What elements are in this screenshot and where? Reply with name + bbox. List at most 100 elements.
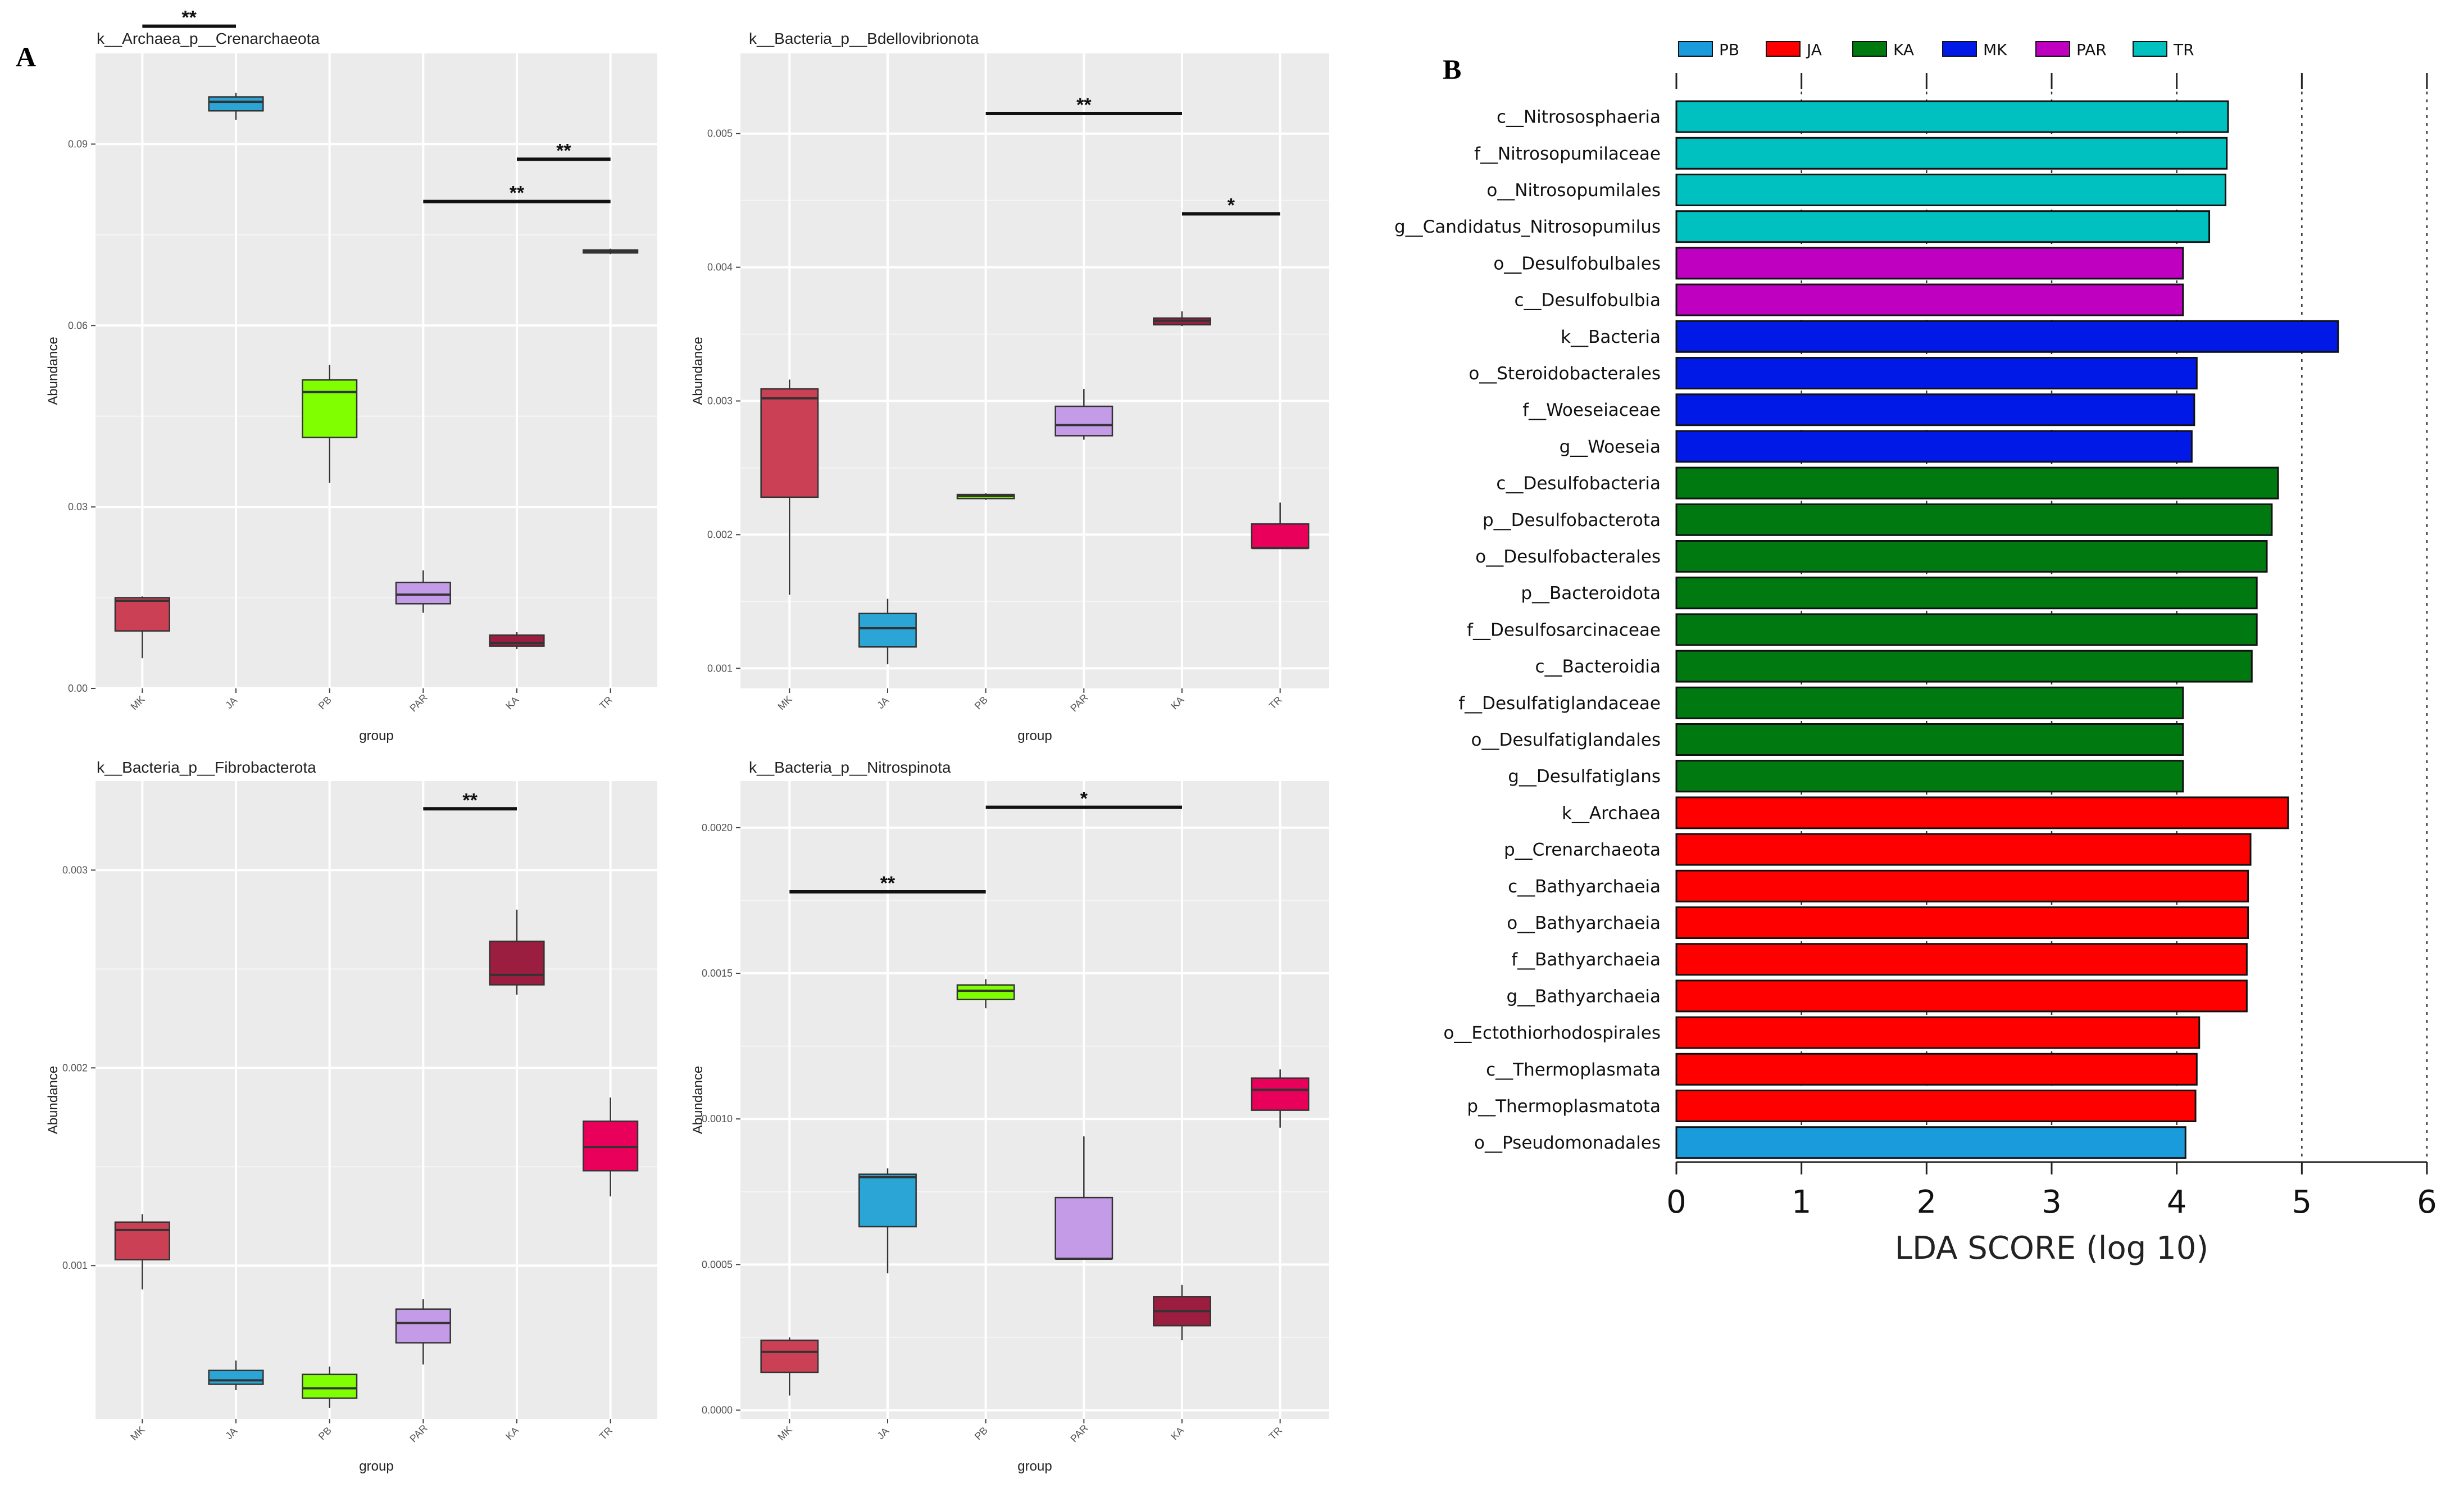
y-tick-label: 0.005 xyxy=(707,128,733,139)
lda-bar xyxy=(1675,760,2184,793)
y-tick-label: 0.0005 xyxy=(702,1259,733,1270)
legend-label: KA xyxy=(1893,40,1914,59)
x-axis-title: group xyxy=(1017,728,1052,743)
x-tick-label: PB xyxy=(316,694,334,711)
x-tick-label: MK xyxy=(775,1424,794,1443)
box-pb xyxy=(302,1366,358,1408)
lda-bar xyxy=(1675,869,2249,902)
lda-bar xyxy=(1675,833,2252,866)
lda-bar-row: o__Pseudomonadales xyxy=(1474,1126,2186,1159)
box-body xyxy=(1251,1077,1310,1111)
x-tick-label: 4 xyxy=(2167,1184,2187,1221)
lda-bar-label: p__Thermoplasmatota xyxy=(1467,1096,1661,1117)
box-body xyxy=(1251,523,1310,549)
lda-bar-label: f__Woeseiaceae xyxy=(1522,400,1661,420)
x-tick-label: JA xyxy=(875,695,891,711)
y-axis-title: Abundance xyxy=(46,1066,61,1134)
box-ka xyxy=(489,909,545,995)
lda-bar-row: c__Desulfobacteria xyxy=(1496,466,2279,500)
box-ja xyxy=(858,1168,917,1273)
lda-bar xyxy=(1675,283,2184,316)
plot-background xyxy=(96,53,657,688)
lda-bar-row: c__Thermoplasmata xyxy=(1486,1053,2198,1086)
y-axis-title: Abundance xyxy=(690,337,706,405)
x-tick-label: PB xyxy=(972,694,990,711)
box-body xyxy=(1054,1196,1113,1260)
y-tick-label: 0.002 xyxy=(707,529,733,540)
plot-background xyxy=(740,53,1329,688)
lda-bar-row: p__Bacteroidota xyxy=(1521,577,2258,610)
lda-bar-label: f__Desulfosarcinaceae xyxy=(1467,620,1661,640)
lda-bar-label: p__Bacteroidota xyxy=(1521,583,1661,604)
legend-swatch xyxy=(1766,41,1801,57)
lda-bar-label: c__Desulfobacteria xyxy=(1496,474,1661,494)
lda-bar-row: p__Thermoplasmatota xyxy=(1467,1090,2197,1122)
legend-swatch xyxy=(1942,41,1977,57)
lda-bar-row: o__Desulfobulbales xyxy=(1493,247,2184,280)
x-tick-label: TR xyxy=(597,1425,615,1442)
y-tick-label: 0.003 xyxy=(62,864,88,876)
significance-label: ** xyxy=(1076,94,1092,116)
significance-label: ** xyxy=(462,790,478,811)
lda-bar xyxy=(1675,137,2228,170)
box-mk xyxy=(760,379,819,595)
x-tick-label: KA xyxy=(1169,694,1186,711)
lda-bar-label: o__Pseudomonadales xyxy=(1474,1133,1661,1153)
y-axis-title: Abundance xyxy=(46,337,61,405)
lda-bar xyxy=(1675,943,2248,976)
legend-item-tr: TR xyxy=(2133,40,2194,59)
significance-label: ** xyxy=(880,873,895,894)
y-tick-label: 0.03 xyxy=(68,501,88,512)
y-tick-label: 0.004 xyxy=(707,262,733,273)
x-tick-label: 3 xyxy=(2042,1184,2062,1221)
lda-bar-label: p__Desulfobacterota xyxy=(1483,510,1661,530)
x-tick-label: TR xyxy=(1267,694,1284,711)
y-axis-title: Abundance xyxy=(690,1066,706,1134)
x-axis-title: group xyxy=(359,1459,393,1474)
lda-bar-label: c__Bathyarchaeia xyxy=(1508,877,1661,897)
x-tick-label: 5 xyxy=(2292,1184,2312,1221)
box-mk xyxy=(760,1337,819,1396)
lda-bar xyxy=(1675,650,2253,683)
lda-bar-row: f__Woeseiaceae xyxy=(1522,393,2195,427)
lda-bar xyxy=(1675,1126,2186,1159)
legend-item-ka: KA xyxy=(1852,40,1914,59)
lda-bar-row: o__Steroidobacterales xyxy=(1469,357,2198,389)
lda-bar xyxy=(1675,796,2289,829)
lda-bar-row: o__Ectothiorhodospirales xyxy=(1443,1016,2201,1049)
lda-bar-row: f__Bathyarchaeia xyxy=(1511,943,2248,976)
box-mk xyxy=(114,596,170,659)
lda-bar xyxy=(1675,613,2258,646)
lda-bar xyxy=(1675,247,2184,280)
box-tr xyxy=(1251,502,1310,550)
lda-bar-label: k__Archaea xyxy=(1562,803,1661,823)
lda-bar-label: p__Crenarchaeota xyxy=(1504,840,1661,860)
box-tr xyxy=(583,1097,639,1197)
box-body xyxy=(395,1308,451,1344)
box-body xyxy=(489,634,545,647)
lda-bar-row: o__Desulfatiglandales xyxy=(1471,723,2184,756)
y-tick-label: 0.06 xyxy=(68,320,88,331)
lda-bar-chart: PB JA KA MK PAR TR c__Nitrososphaeria f__Nitros… xyxy=(1394,40,2437,1267)
box-body xyxy=(760,1339,819,1373)
lda-bar-label: o__Desulfatiglandales xyxy=(1471,730,1661,750)
lda-bar-row: k__Archaea xyxy=(1562,796,2289,829)
box-body xyxy=(114,1221,170,1260)
x-tick-label: KA xyxy=(1169,1425,1186,1442)
lda-bar-row: f__Desulfatiglandaceae xyxy=(1458,686,2184,719)
x-tick-label: 6 xyxy=(2417,1184,2437,1221)
y-tick-label: 0.0020 xyxy=(702,822,733,833)
legend-item-pb: PB xyxy=(1678,40,1739,59)
legend-item-par: PAR xyxy=(2035,40,2107,59)
lda-bar xyxy=(1675,466,2279,500)
lda-bar-row: p__Desulfobacterota xyxy=(1483,503,2273,536)
box-mk xyxy=(114,1214,170,1290)
box-body xyxy=(114,597,170,632)
lda-bar-row: o__Bathyarchaeia xyxy=(1507,906,2249,939)
x-axis-title: group xyxy=(359,728,393,743)
lda-bar-row: f__Desulfosarcinaceae xyxy=(1467,613,2258,646)
legend-label: TR xyxy=(2173,40,2194,59)
x-tick-label: PB xyxy=(972,1425,990,1442)
